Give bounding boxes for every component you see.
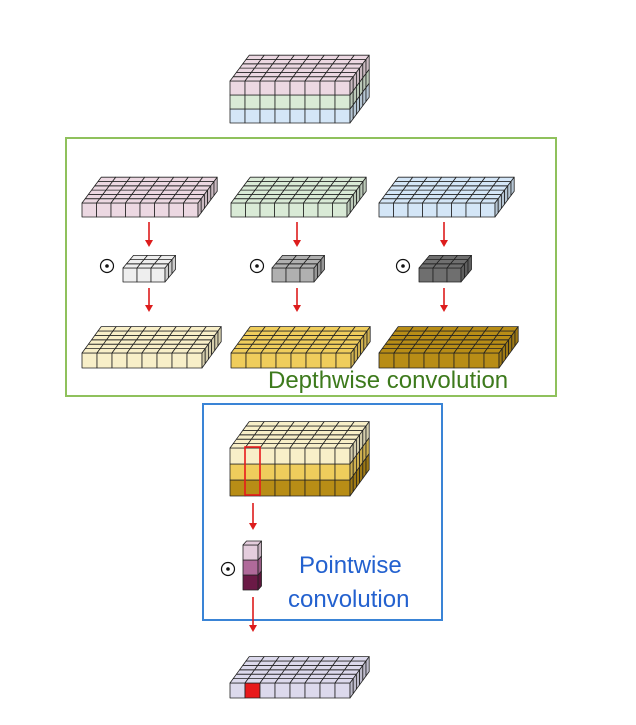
pointwise-kernel	[242, 540, 262, 591]
final-output-layer	[229, 656, 370, 699]
pointwise-convolution-label-line2: convolution	[288, 586, 410, 613]
arrow-green-to-kernel	[293, 222, 301, 247]
arrow-column-to-pointwise-kernel	[249, 503, 257, 530]
kernel-light-gray	[122, 254, 176, 283]
depthwise-convolution-label: Depthwise convolution	[268, 367, 509, 394]
depthwise-output-dark-gold	[378, 326, 519, 369]
input-channel-green	[230, 176, 367, 218]
selected-column-highlight	[244, 446, 261, 496]
arrow-kernel3-to-output	[440, 288, 448, 312]
pointwise-convolution-label-line1: Pointwise	[299, 552, 402, 579]
input-channel-pink	[81, 176, 218, 218]
kernel-dark-gray	[418, 254, 472, 283]
operator-odot-pointwise	[220, 561, 236, 577]
arrow-kernel2-to-output	[293, 288, 301, 312]
input-tensor	[229, 54, 370, 124]
depthwise-output-cream	[81, 326, 222, 369]
arrow-blue-to-kernel	[440, 222, 448, 247]
kernel-mid-gray	[271, 254, 325, 283]
operator-odot-3	[395, 258, 411, 274]
arrow-pointwise-to-output	[249, 597, 257, 632]
operator-odot-1	[99, 258, 115, 274]
arrow-pink-to-kernel	[145, 222, 153, 247]
operator-odot-2	[249, 258, 265, 274]
input-channel-blue	[378, 176, 515, 218]
pointwise-box	[202, 403, 443, 621]
arrow-kernel1-to-output	[145, 288, 153, 312]
stacked-depthwise-tensor	[229, 421, 370, 497]
depthwise-output-gold	[230, 326, 371, 369]
depthwise-box	[65, 137, 557, 397]
